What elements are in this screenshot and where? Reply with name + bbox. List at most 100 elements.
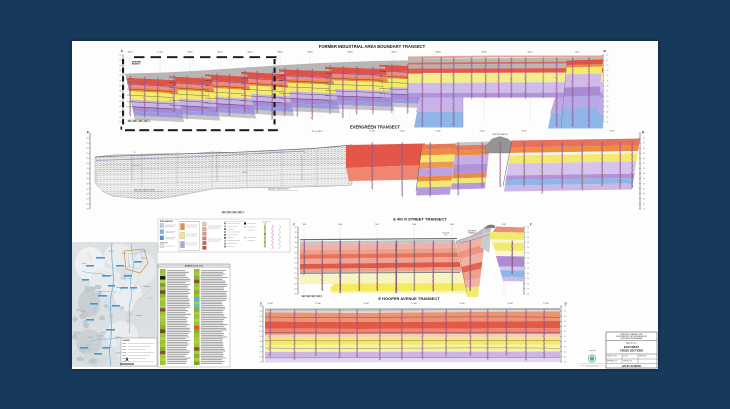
svg-text:LEGEND: LEGEND bbox=[123, 340, 131, 342]
svg-text:20: 20 bbox=[260, 331, 262, 333]
svg-text:TI-61: TI-61 bbox=[375, 224, 379, 226]
svg-text:20: 20 bbox=[607, 60, 609, 62]
svg-text:20: 20 bbox=[564, 326, 566, 328]
svg-text:20: 20 bbox=[564, 321, 566, 323]
svg-text:20: 20 bbox=[564, 346, 566, 348]
svg-text:20: 20 bbox=[260, 351, 262, 353]
svg-text:BRANCH: BRANCH bbox=[132, 63, 140, 66]
svg-text:20: 20 bbox=[527, 294, 529, 296]
svg-text:20: 20 bbox=[607, 65, 609, 67]
svg-text:Evergreen fm: Evergreen fm bbox=[132, 164, 142, 167]
svg-text:20: 20 bbox=[643, 188, 645, 190]
svg-text:20: 20 bbox=[564, 357, 566, 359]
svg-text:SAND AND GRAVEL DEPOSIT: SAND AND GRAVEL DEPOSIT bbox=[134, 189, 155, 192]
svg-text:stamped by: stamped by bbox=[589, 349, 596, 352]
svg-text:20: 20 bbox=[87, 188, 89, 190]
svg-text:BORING TI-131 LOG: BORING TI-131 LOG bbox=[185, 266, 204, 268]
svg-text:EXCLUSIVE USE OF HONEYWELL AND: EXCLUSIVE USE OF HONEYWELL AND SHALL bbox=[580, 364, 605, 367]
svg-text:20: 20 bbox=[643, 138, 645, 140]
svg-text:20: 20 bbox=[607, 86, 609, 88]
svg-text:20: 20 bbox=[643, 178, 645, 180]
svg-text:TI-100: TI-100 bbox=[459, 303, 464, 305]
svg-text:20: 20 bbox=[119, 101, 121, 103]
svg-text:TA-08: TA-08 bbox=[435, 51, 441, 54]
svg-text:TI-94: TI-94 bbox=[302, 224, 306, 226]
svg-text:20: 20 bbox=[564, 351, 566, 353]
svg-text:TI-40: TI-40 bbox=[575, 52, 581, 54]
svg-text:20: 20 bbox=[295, 294, 297, 296]
svg-text:20: 20 bbox=[295, 237, 297, 239]
svg-text:20: 20 bbox=[607, 91, 609, 93]
svg-text:20: 20 bbox=[643, 143, 645, 145]
svg-text:THIS DOCUMENT WAS PREPARED FOR: THIS DOCUMENT WAS PREPARED FOR THE bbox=[580, 362, 604, 365]
svg-text:TA-02: TA-02 bbox=[277, 51, 283, 54]
svg-text:20: 20 bbox=[607, 106, 609, 108]
svg-text:20: 20 bbox=[119, 96, 121, 98]
svg-text:NOT BE RELIED UPON: NOT BE RELIED UPON bbox=[586, 366, 598, 368]
svg-text:20: 20 bbox=[119, 86, 121, 88]
svg-text:20: 20 bbox=[87, 209, 89, 211]
svg-text:20: 20 bbox=[295, 283, 297, 285]
svg-text:20: 20 bbox=[87, 168, 89, 170]
svg-text:E: E bbox=[121, 49, 123, 53]
svg-text:HALEY ALDRICH: HALEY ALDRICH bbox=[622, 365, 642, 368]
svg-text:20: 20 bbox=[607, 70, 609, 72]
svg-text:TA-06: TA-06 bbox=[347, 51, 353, 54]
svg-text:TI-64: TI-64 bbox=[338, 224, 342, 226]
svg-text:TI-131: TI-131 bbox=[157, 52, 164, 54]
svg-text:TI-100: TI-100 bbox=[411, 303, 416, 305]
svg-text:E 4th N STREET TRANSECT: E 4th N STREET TRANSECT bbox=[393, 217, 447, 222]
svg-text:TI-100: TI-100 bbox=[522, 131, 527, 133]
svg-text:20: 20 bbox=[87, 183, 89, 185]
svg-text:TI-100: TI-100 bbox=[370, 131, 375, 133]
svg-text:20: 20 bbox=[564, 336, 566, 338]
svg-text:20: 20 bbox=[607, 96, 609, 98]
svg-text:TI-100: TI-100 bbox=[363, 303, 368, 305]
svg-text:WESTERN: WESTERN bbox=[468, 231, 477, 233]
svg-text:E: E bbox=[87, 130, 89, 134]
svg-text:20: 20 bbox=[295, 273, 297, 275]
svg-text:20: 20 bbox=[527, 258, 529, 260]
svg-text:20: 20 bbox=[607, 55, 609, 57]
svg-text:20: 20 bbox=[87, 143, 89, 145]
svg-text:TI-100: TI-100 bbox=[480, 131, 485, 133]
svg-text:20: 20 bbox=[643, 163, 645, 165]
svg-text:20: 20 bbox=[564, 316, 566, 318]
svg-text:HONEYWELL CHEMICAL CORP: HONEYWELL CHEMICAL CORP bbox=[620, 333, 642, 336]
svg-text:20: 20 bbox=[119, 65, 121, 67]
svg-text:TA-20: TA-20 bbox=[481, 51, 487, 54]
svg-text:20: 20 bbox=[643, 148, 645, 150]
svg-text:20: 20 bbox=[295, 263, 297, 265]
svg-text:20: 20 bbox=[643, 168, 645, 170]
svg-text:FORMER INDUSTRIAL AREA UNITS: FORMER INDUSTRIAL AREA UNITS bbox=[180, 219, 200, 222]
svg-text:SYMBOLS AND BORING ANNOTATION: SYMBOLS AND BORING ANNOTATION bbox=[224, 219, 246, 222]
svg-text:BY: GM: BY: GM bbox=[623, 356, 627, 358]
svg-text:ASSOCIATED PRISING AREAS: ASSOCIATED PRISING AREAS bbox=[621, 337, 643, 340]
svg-text:20: 20 bbox=[607, 122, 609, 124]
svg-text:20: 20 bbox=[260, 311, 262, 313]
svg-text:SAND AND GRAVEL DEPOSIT: SAND AND GRAVEL DEPOSIT bbox=[268, 188, 289, 191]
svg-text:20: 20 bbox=[260, 306, 262, 308]
svg-text:20: 20 bbox=[87, 173, 89, 175]
svg-text:TA-05: TA-05 bbox=[187, 51, 193, 54]
svg-text:G': G' bbox=[565, 302, 568, 306]
svg-text:TI-100: TI-100 bbox=[543, 303, 548, 305]
svg-text:20: 20 bbox=[87, 178, 89, 180]
svg-text:20: 20 bbox=[643, 204, 645, 206]
svg-text:20: 20 bbox=[643, 183, 645, 185]
svg-text:20: 20 bbox=[119, 106, 121, 108]
svg-text:20: 20 bbox=[87, 138, 89, 140]
svg-text:EVERGREEN TRANSECT: EVERGREEN TRANSECT bbox=[350, 125, 401, 130]
svg-text:20: 20 bbox=[643, 199, 645, 201]
svg-text:E': E' bbox=[604, 49, 607, 53]
svg-text:20: 20 bbox=[260, 326, 262, 328]
svg-text:20: 20 bbox=[643, 158, 645, 160]
svg-text:20: 20 bbox=[643, 133, 645, 135]
svg-text:20: 20 bbox=[87, 204, 89, 206]
svg-text:20: 20 bbox=[527, 288, 529, 290]
svg-text:F: F bbox=[293, 223, 295, 227]
svg-text:20: 20 bbox=[119, 70, 121, 72]
svg-text:HOLLOW: HOLLOW bbox=[443, 233, 450, 235]
svg-text:20: 20 bbox=[607, 101, 609, 103]
svg-text:20: 20 bbox=[607, 75, 609, 77]
